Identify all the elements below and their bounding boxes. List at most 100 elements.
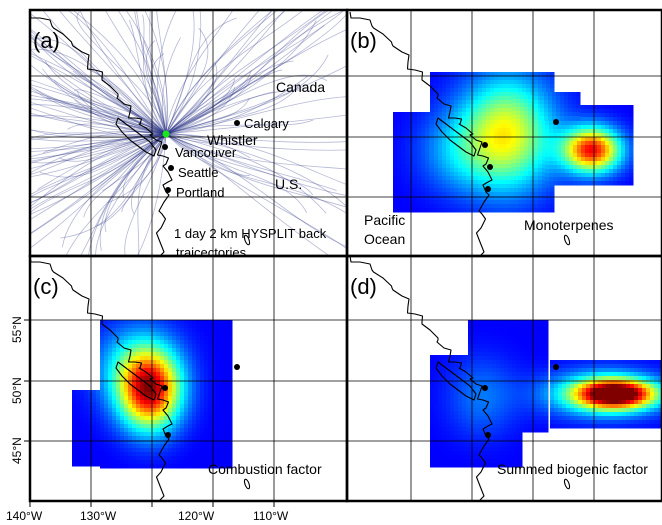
heatmap-cell <box>597 149 602 154</box>
heatmap-cell <box>212 408 217 413</box>
heatmap-cell <box>516 119 521 124</box>
heatmap-cell <box>478 168 483 173</box>
heatmap-cell <box>204 424 209 429</box>
heatmap-cell <box>524 99 529 104</box>
heatmap-cell <box>450 112 455 117</box>
heatmap-cell <box>510 72 515 77</box>
heatmap-cell <box>144 340 149 345</box>
heatmap-cell <box>204 336 209 341</box>
heatmap-cell <box>494 112 499 117</box>
trajectory-line <box>150 53 167 135</box>
heatmap-cell <box>136 384 141 389</box>
heatmap-cell <box>136 444 141 449</box>
heatmap-cell <box>550 192 555 197</box>
heatmap-cell <box>417 192 422 197</box>
trajectory-line <box>165 133 347 215</box>
heatmap-cell <box>397 188 402 193</box>
heatmap-cell <box>108 432 113 437</box>
heatmap-cell <box>512 139 517 144</box>
heatmap-cell <box>528 127 533 132</box>
heatmap-cell <box>510 447 515 452</box>
trajectory-line <box>136 10 167 135</box>
heatmap-cell <box>458 447 463 452</box>
heatmap-cell <box>200 436 205 441</box>
heatmap-cell <box>462 108 467 113</box>
heatmap-cell <box>393 120 398 125</box>
heatmap-cell <box>534 116 539 121</box>
heatmap-cell <box>490 128 495 133</box>
trajectory-line <box>42 10 167 135</box>
heatmap-cell <box>446 192 451 197</box>
trajectory-line <box>131 133 167 215</box>
heatmap-cell <box>482 204 487 209</box>
heatmap-cell <box>474 112 479 117</box>
heatmap-cell <box>490 104 495 109</box>
heatmap-cell <box>597 173 602 178</box>
heatmap-cell <box>498 184 503 189</box>
heatmap-cell <box>494 148 499 153</box>
heatmap-cell <box>120 424 125 429</box>
heatmap-cell <box>514 88 519 93</box>
heatmap-cell <box>518 184 523 189</box>
heatmap-cell <box>188 320 193 325</box>
heatmap-cell <box>458 192 463 197</box>
heatmap-cell <box>498 96 503 101</box>
heatmap-cell <box>438 156 443 161</box>
heatmap-cell <box>474 176 479 181</box>
heatmap-cell <box>518 188 523 193</box>
heatmap-cell <box>458 403 463 408</box>
heatmap-cell <box>553 129 558 134</box>
heatmap-cell <box>462 355 467 360</box>
heatmap-cell <box>454 415 459 420</box>
heatmap-cell <box>160 412 165 417</box>
heatmap-cell <box>393 204 398 209</box>
heatmap-cell <box>442 391 447 396</box>
heatmap-cell <box>472 332 477 337</box>
heatmap-cell <box>124 340 129 345</box>
heatmap-cell <box>184 364 189 369</box>
heatmap-cell <box>538 204 543 209</box>
heatmap-cell <box>132 404 137 409</box>
heatmap-cell <box>468 388 473 393</box>
heatmap-cell <box>413 184 418 189</box>
heatmap-cell <box>132 388 137 393</box>
heatmap-cell <box>176 388 181 393</box>
heatmap-cell <box>430 383 435 388</box>
heatmap-cell <box>462 120 467 125</box>
heatmap-cell <box>454 152 459 157</box>
heatmap-cell <box>538 192 543 197</box>
heatmap-cell <box>478 128 483 133</box>
heatmap-cell <box>524 167 529 172</box>
heatmap-cell <box>514 84 519 89</box>
heatmap-cell <box>581 109 586 114</box>
heatmap-cell <box>216 324 221 329</box>
heatmap-cell <box>421 176 426 181</box>
heatmap-cell <box>446 427 451 432</box>
heatmap-cell <box>506 431 511 436</box>
heatmap-cell <box>462 443 467 448</box>
heatmap-cell <box>84 442 89 447</box>
heatmap-cell <box>534 184 539 189</box>
heatmap-cell <box>224 376 229 381</box>
heatmap-cell <box>510 196 515 201</box>
heatmap-cell <box>478 76 483 81</box>
trajectory-line <box>30 133 167 178</box>
heatmap-cell <box>462 104 467 109</box>
heatmap-cell <box>506 112 511 117</box>
heatmap-cell <box>438 447 443 452</box>
heatmap-cell <box>462 387 467 392</box>
heatmap-cell <box>216 364 221 369</box>
heatmap-cell <box>458 128 463 133</box>
heatmap-cell <box>152 368 157 373</box>
heatmap-cell <box>474 144 479 149</box>
heatmap-cell <box>393 176 398 181</box>
heatmap-cell <box>466 104 471 109</box>
heatmap-cell <box>462 371 467 376</box>
heatmap-cell <box>397 208 402 213</box>
heatmap-cell <box>494 200 499 205</box>
heatmap-cell <box>625 137 630 142</box>
heatmap-cell <box>196 352 201 357</box>
heatmap-cell <box>176 328 181 333</box>
heatmap-cell <box>152 336 157 341</box>
heatmap-cell <box>476 352 481 357</box>
